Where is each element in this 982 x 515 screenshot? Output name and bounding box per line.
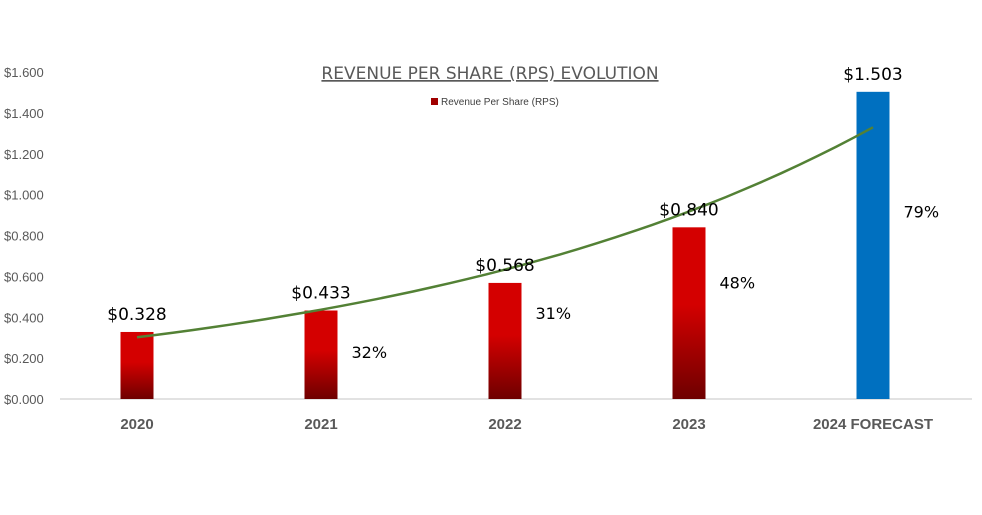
data-label: $0.568 [475, 256, 534, 276]
x-tick-label: 2022 [488, 416, 521, 433]
y-tick-label: $1.000 [4, 188, 44, 203]
y-tick-label: $0.600 [4, 269, 44, 284]
y-axis: $0.000 $0.200 $0.400 $0.600 $0.800 $1.000 $1.2… [4, 65, 44, 407]
y-tick-label: $0.200 [4, 351, 44, 366]
x-tick-label: 2024 FORECAST [813, 416, 933, 433]
data-label: $0.433 [291, 284, 350, 304]
x-tick-label: 2021 [304, 416, 337, 433]
growth-label: 31% [536, 304, 572, 323]
y-tick-label: $1.400 [4, 106, 44, 121]
legend-marker [431, 98, 438, 105]
labels: $0.328 2020 $0.433 32% 2021 $0.568 31% 2022 $0.8… [107, 65, 939, 433]
growth-label: 48% [720, 273, 756, 292]
growth-label: 32% [352, 343, 388, 362]
y-tick-label: $1.200 [4, 147, 44, 162]
trendline [136, 126, 874, 339]
bar-2023 [672, 227, 706, 399]
bars [120, 91, 890, 399]
y-tick-label: $0.800 [4, 229, 44, 244]
bar-2021 [304, 310, 338, 399]
legend-label: Revenue Per Share (RPS) [441, 97, 559, 108]
data-label: $1.503 [843, 65, 902, 85]
x-tick-label: 2020 [120, 416, 153, 433]
y-tick-label: $0.400 [4, 310, 44, 325]
bar-2020 [120, 331, 154, 399]
growth-label: 79% [904, 203, 940, 222]
data-label: $0.328 [107, 305, 166, 325]
y-tick-label: $0.000 [4, 392, 44, 407]
legend: Revenue Per Share (RPS) [431, 97, 559, 108]
data-label: $0.840 [659, 200, 718, 220]
bar-2022 [488, 282, 522, 399]
bar-2024-forecast [856, 91, 890, 399]
x-tick-label: 2023 [672, 416, 705, 433]
y-tick-label: $1.600 [4, 65, 44, 80]
chart-title: REVENUE PER SHARE (RPS) EVOLUTION [321, 64, 658, 84]
